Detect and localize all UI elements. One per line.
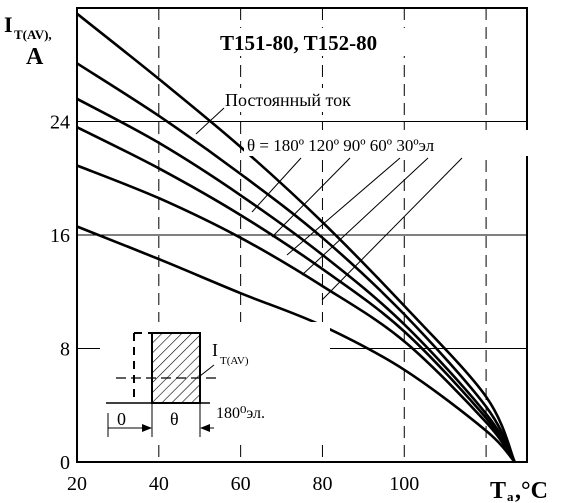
inset-theta-label: θ	[170, 409, 179, 429]
theta-label-background	[244, 130, 544, 156]
tick-labels: 20 40 60 80 100 0 8 16 24	[50, 112, 419, 496]
x-tick-label: 80	[312, 473, 332, 495]
x-tick-label: 40	[149, 473, 169, 495]
dc-label-background	[222, 88, 402, 112]
x-axis-label-unit: ,°C	[515, 478, 548, 503]
inset-zero-label: 0	[117, 409, 126, 429]
inset-current-label: I T(AV)	[212, 340, 249, 367]
inset-period-label: 180⁰эл.	[216, 405, 265, 422]
x-tick-label: 20	[67, 473, 87, 495]
plot-frame	[76, 7, 528, 463]
y-tick-label: 24	[50, 112, 70, 134]
x-axis-label-sub: a	[507, 489, 514, 503]
theta-leader-lines	[251, 157, 463, 301]
dc-leader-line	[195, 107, 225, 135]
series-line-2	[76, 97, 516, 463]
chart-title: T151-80, T152-80	[220, 31, 377, 55]
inset-current-label-sub: T(AV)	[220, 355, 249, 367]
inset-background	[100, 322, 330, 442]
series-line-3	[76, 126, 516, 463]
theta-label: θ = 180º 120º 90º 60º 30ºэл	[247, 136, 435, 155]
x-tick-label: 60	[231, 473, 251, 495]
y-axis-label-sub: T(AV),	[14, 27, 52, 42]
x-axis-label: T a ,°C	[490, 478, 548, 503]
inset-diagram: I T(AV) 0 θ 180⁰эл.	[100, 322, 330, 442]
y-axis-label-main: I	[4, 12, 13, 37]
series-line-1	[76, 62, 516, 463]
x-axis-label-main: T	[490, 478, 506, 503]
inset-current-label-main: I	[212, 340, 218, 360]
y-tick-label: 16	[50, 225, 70, 247]
series-line-0	[76, 12, 516, 463]
y-tick-label: 8	[60, 339, 70, 361]
y-tick-label: 0	[60, 452, 70, 474]
series-line-4	[76, 164, 516, 463]
y-axis-unit: A	[26, 44, 44, 70]
title-background	[214, 28, 464, 56]
x-tick-label: 100	[389, 473, 419, 495]
y-axis-label: I T(AV),	[4, 12, 52, 42]
dc-current-label: Постоянный ток	[225, 90, 351, 110]
pulse-block	[151, 332, 201, 404]
